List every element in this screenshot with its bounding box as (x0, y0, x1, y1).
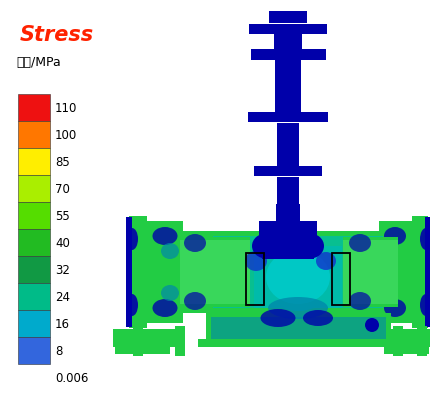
Text: 40: 40 (55, 236, 70, 249)
Bar (343, 240, 397, 304)
Ellipse shape (126, 294, 138, 316)
Bar (249, 25, 327, 35)
Text: 24: 24 (55, 290, 70, 303)
Bar (18, 122, 50, 148)
Ellipse shape (420, 294, 430, 316)
Bar (198, 339, 398, 347)
Bar (18, 202, 50, 229)
Text: 16: 16 (55, 317, 70, 330)
Ellipse shape (384, 299, 406, 317)
Ellipse shape (384, 227, 406, 245)
Text: 70: 70 (55, 182, 70, 196)
Text: Stress: Stress (20, 25, 94, 45)
Bar (425, 218, 430, 327)
Bar (18, 229, 50, 256)
Bar (180, 240, 250, 304)
Ellipse shape (161, 243, 179, 259)
Ellipse shape (420, 229, 430, 250)
Ellipse shape (261, 309, 295, 327)
Bar (114, 342, 169, 354)
Bar (251, 49, 326, 61)
Bar (412, 216, 428, 328)
Bar (113, 329, 178, 347)
Bar (18, 310, 50, 337)
Ellipse shape (268, 297, 328, 319)
Ellipse shape (245, 252, 267, 271)
Bar (246, 254, 264, 305)
Bar (332, 254, 350, 305)
Bar (379, 221, 421, 323)
Ellipse shape (161, 285, 179, 301)
Bar (274, 35, 302, 51)
Bar (129, 216, 147, 328)
Bar (18, 283, 50, 310)
Bar (277, 124, 299, 175)
Ellipse shape (126, 229, 138, 250)
Bar (18, 95, 50, 122)
Ellipse shape (266, 250, 330, 304)
Bar (206, 313, 390, 343)
Ellipse shape (184, 234, 206, 252)
Text: 55: 55 (55, 209, 70, 222)
Text: 85: 85 (55, 155, 70, 169)
Text: 100: 100 (55, 129, 77, 142)
Ellipse shape (252, 234, 280, 259)
Bar (393, 326, 403, 356)
Bar (248, 113, 328, 123)
Bar (254, 166, 322, 177)
Bar (126, 218, 132, 327)
Bar (277, 178, 299, 218)
Bar (133, 326, 143, 356)
Bar (154, 231, 421, 313)
Bar (213, 236, 383, 308)
Text: 应力/MPa: 应力/MPa (16, 55, 61, 68)
Bar (254, 246, 342, 308)
Ellipse shape (365, 318, 379, 332)
Text: 0.006: 0.006 (55, 371, 89, 384)
Bar (276, 204, 300, 225)
Bar (262, 239, 314, 259)
Ellipse shape (153, 227, 178, 245)
Bar (259, 221, 317, 246)
Ellipse shape (349, 234, 371, 252)
Bar (417, 326, 427, 356)
Bar (383, 329, 430, 347)
Bar (18, 337, 50, 364)
Text: 8: 8 (55, 344, 62, 357)
Bar (138, 221, 182, 323)
Bar (180, 237, 250, 307)
Ellipse shape (258, 243, 338, 311)
Ellipse shape (184, 292, 206, 310)
Ellipse shape (316, 252, 336, 270)
Bar (343, 237, 397, 307)
Bar (175, 326, 185, 356)
Ellipse shape (349, 292, 371, 310)
Bar (211, 317, 386, 339)
Bar (269, 12, 307, 24)
Bar (275, 61, 301, 119)
Bar (18, 175, 50, 202)
Ellipse shape (296, 234, 324, 259)
Text: 110: 110 (55, 102, 77, 115)
Text: 32: 32 (55, 263, 70, 276)
Ellipse shape (303, 310, 333, 326)
Ellipse shape (153, 299, 178, 317)
Bar (18, 256, 50, 283)
Bar (384, 342, 429, 354)
Bar (18, 148, 50, 175)
